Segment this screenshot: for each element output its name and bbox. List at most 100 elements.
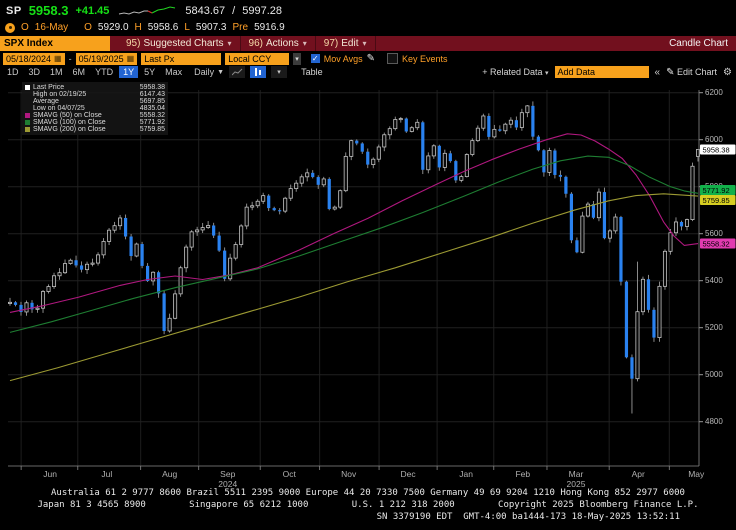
calendar-icon[interactable]: ▦ xyxy=(126,53,135,63)
menu-edit[interactable]: 97) Edit ▾ xyxy=(316,36,376,51)
legend-spacer xyxy=(25,99,30,104)
footer-session-info: SN 3379190 EDT GMT-4:00 ba1444-173 18-Ma… xyxy=(376,512,680,522)
candle-chart-icon[interactable] xyxy=(250,66,267,78)
ticker-symbol: SP xyxy=(6,4,22,17)
date-to-input[interactable]: 05/19/2025 ▦ xyxy=(75,52,138,65)
pencil-icon[interactable]: ✎ xyxy=(366,53,375,64)
tab-1m[interactable]: 1M xyxy=(50,67,63,77)
quote-header: SP 5958.3 +41.45 5843.67 / 5997.28 xyxy=(6,2,736,19)
chart-type-label: Candle Chart xyxy=(669,38,728,49)
svg-text:Nov: Nov xyxy=(341,469,357,479)
legend-value: 5759.85 xyxy=(139,126,165,133)
svg-text:5200: 5200 xyxy=(705,323,723,332)
svg-text:5000: 5000 xyxy=(705,370,723,379)
chevron-down-icon: ▾ xyxy=(302,39,307,48)
currency-dropdown-button[interactable]: ▾ xyxy=(293,52,301,65)
tab-3d[interactable]: 3D xyxy=(28,67,41,77)
svg-text:6000: 6000 xyxy=(705,135,723,144)
svg-text:5759.85: 5759.85 xyxy=(703,196,730,205)
intraday-sparkline xyxy=(119,5,176,15)
svg-text:Aug: Aug xyxy=(162,469,177,479)
collapse-icon[interactable]: « xyxy=(654,66,661,78)
legend-label: SMAVG (50) on Close xyxy=(33,112,102,119)
session-stats: O 16-May O 5929.0 H 5958.6 L 5907.3 Pre … xyxy=(5,20,736,35)
legend-row: Last Price 5958.38 xyxy=(25,84,165,91)
chevron-down-icon: ▾ xyxy=(362,39,367,48)
menu-actions[interactable]: 96) Actions ▾ xyxy=(241,36,316,51)
menu-bar: SPX Index 95) Suggested Charts ▾ 96) Act… xyxy=(0,36,736,51)
terminal-footer: Australia 61 2 9777 8600 Brazil 5511 239… xyxy=(0,487,736,523)
open-label-date: O xyxy=(21,22,29,33)
svg-text:6200: 6200 xyxy=(705,88,723,97)
mov-avgs-checkbox[interactable]: ✓ xyxy=(310,54,320,63)
legend-row: SMAVG (100) on Close 5771.92 xyxy=(25,119,165,126)
svg-text:5771.92: 5771.92 xyxy=(703,186,730,195)
table-button[interactable]: Table xyxy=(301,67,323,77)
tab-max[interactable]: Max xyxy=(165,67,183,77)
day-range-low: 5843.67 xyxy=(185,4,226,17)
add-data-input[interactable]: Add Data xyxy=(554,66,649,78)
price-field-select[interactable]: Last Px xyxy=(141,52,222,65)
tab-6m[interactable]: 6M xyxy=(72,67,86,77)
legend-value: 5958.38 xyxy=(139,84,165,91)
tab-ytd[interactable]: YTD xyxy=(95,67,114,77)
security-field[interactable]: SPX Index xyxy=(0,36,110,51)
legend-row: High on 02/19/25 6147.43 xyxy=(25,91,165,98)
svg-text:Dec: Dec xyxy=(401,469,417,479)
pencil-icon: ✎ xyxy=(666,66,675,78)
gear-icon[interactable]: ⚙ xyxy=(723,66,732,78)
footer-phones-1: Australia 61 2 9777 8600 Brazil 5511 239… xyxy=(51,488,685,498)
legend-label: Last Price xyxy=(33,84,65,91)
svg-text:Feb: Feb xyxy=(515,469,530,479)
line-chart-icon[interactable] xyxy=(229,66,246,78)
svg-text:Jan: Jan xyxy=(459,469,473,479)
low-label: L xyxy=(184,22,190,33)
calendar-icon[interactable]: ▦ xyxy=(54,53,62,63)
footer-phones-2: Japan 81 3 4565 8900 Singapore 65 6212 1… xyxy=(37,500,699,510)
pre-value: 5916.9 xyxy=(254,22,285,33)
currency-select[interactable]: Local CCY xyxy=(225,52,290,65)
tab-5y[interactable]: 5Y xyxy=(144,67,156,77)
legend-value: 5771.92 xyxy=(139,119,165,126)
tab-1y[interactable]: 1Y xyxy=(119,66,139,78)
chevron-down-icon: ▾ xyxy=(227,39,232,48)
price-change: +41.45 xyxy=(75,4,110,17)
key-events-label: Key Events xyxy=(401,53,448,64)
mov-avgs-label: Mov Avgs xyxy=(323,53,363,64)
svg-text:5558.32: 5558.32 xyxy=(703,240,730,249)
price-chart[interactable]: 62006000580056005400520050004800JunJulAu… xyxy=(0,78,736,490)
svg-text:Apr: Apr xyxy=(632,469,645,479)
svg-text:Mar: Mar xyxy=(569,469,584,479)
legend-color-marker xyxy=(25,120,30,125)
frequency-select[interactable]: Daily ▼ xyxy=(194,67,225,77)
svg-text:5958.38: 5958.38 xyxy=(703,146,730,155)
legend-label: SMAVG (100) on Close xyxy=(33,119,106,126)
menu-suggested-charts[interactable]: 95) Suggested Charts ▾ xyxy=(118,36,241,51)
open-label: O xyxy=(84,22,92,33)
range-separator: / xyxy=(232,4,236,17)
last-price: 5958.3 xyxy=(28,3,69,18)
svg-text:May: May xyxy=(688,469,705,479)
svg-text:2024: 2024 xyxy=(218,479,237,489)
svg-text:5400: 5400 xyxy=(705,276,723,285)
open-value: 5929.0 xyxy=(97,22,129,33)
svg-text:2025: 2025 xyxy=(567,479,586,489)
tab-1d[interactable]: 1D xyxy=(7,67,19,77)
range-toolbar: 05/18/2024 ▦ - 05/19/2025 ▦ Last Px Loca… xyxy=(3,52,736,65)
key-events-checkbox[interactable] xyxy=(386,53,398,64)
pre-label: Pre xyxy=(232,22,249,33)
legend-row: SMAVG (50) on Close 5558.32 xyxy=(25,112,165,119)
svg-text:Sep: Sep xyxy=(220,469,235,479)
related-data-button[interactable]: + Related Data ▾ xyxy=(482,67,549,77)
legend-value: 5558.32 xyxy=(139,112,165,119)
chart-style-dropdown[interactable]: ▾ xyxy=(271,66,288,78)
svg-text:4800: 4800 xyxy=(705,417,723,426)
edit-chart-button[interactable]: ✎ Edit Chart xyxy=(666,66,718,78)
legend-value: 4835.04 xyxy=(139,105,165,112)
legend-color-marker xyxy=(25,113,30,118)
chart-legend[interactable]: Last Price 5958.38 High on 02/19/25 6147.43… xyxy=(22,82,168,135)
legend-label: SMAVG (200) on Close xyxy=(33,126,106,133)
legend-value: 6147.43 xyxy=(139,91,165,98)
high-label: H xyxy=(134,22,142,33)
date-from-input[interactable]: 05/18/2024 ▦ xyxy=(3,52,65,65)
